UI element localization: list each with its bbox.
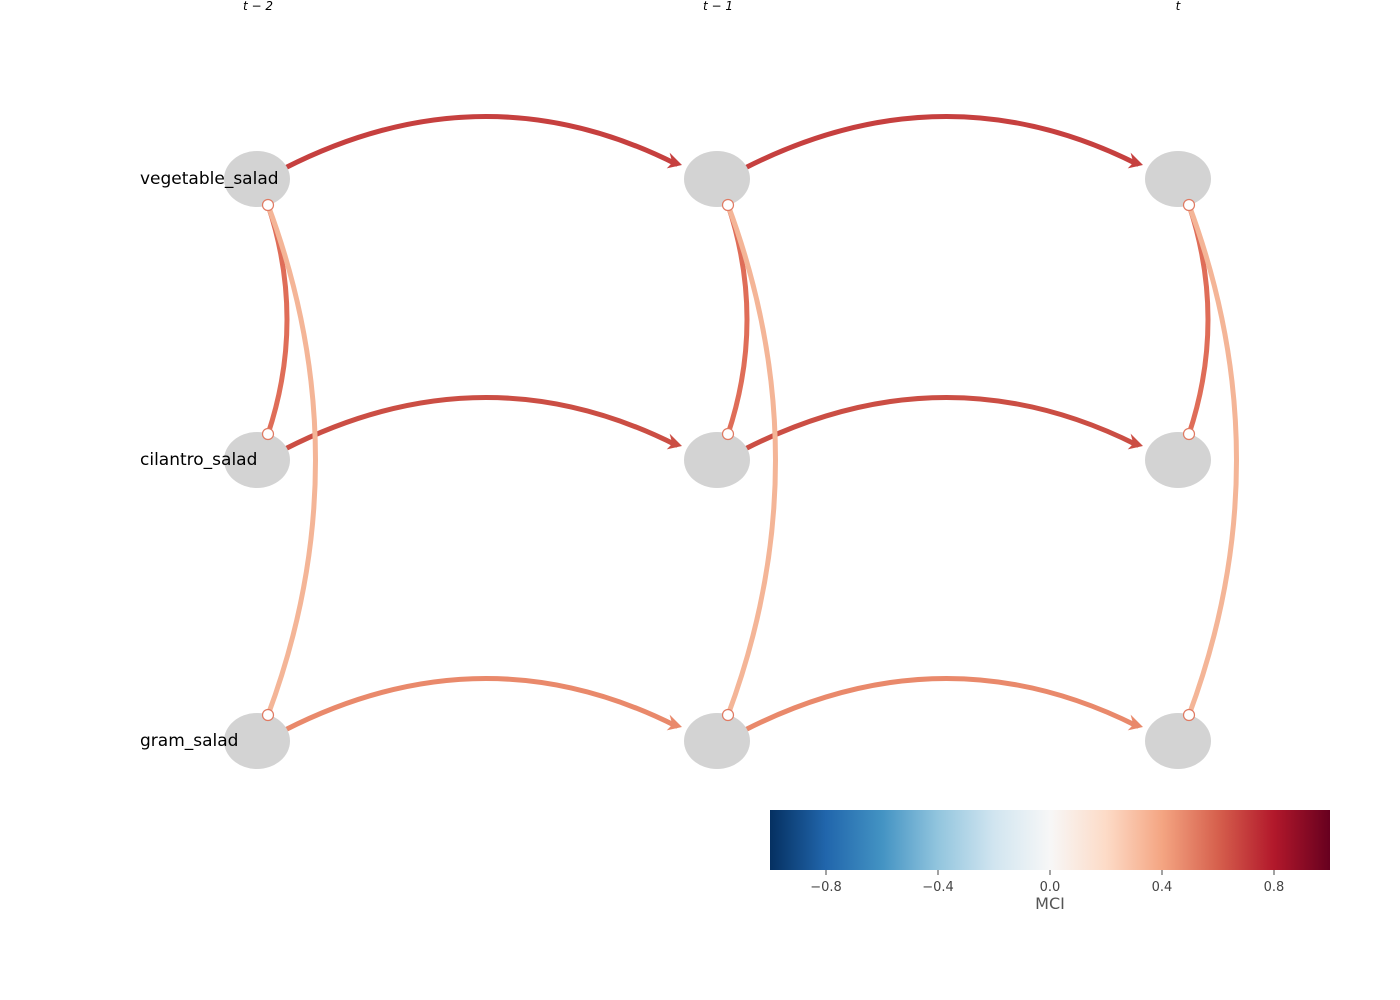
- edge-cilantro_salad-to-cilantro_salad-lag1: [742, 395, 1140, 452]
- edge-vegetable_salad-to-gram_salad-contemporaneous: [725, 202, 778, 718]
- colorbar-tick-label: 0.4: [1152, 880, 1173, 895]
- time-labels: t − 2 t − 1 t: [243, 0, 1182, 13]
- link-endpoint-marker: [721, 427, 735, 441]
- label-vegetable-salad: vegetable_salad: [140, 169, 279, 189]
- edge-vegetable_salad-to-gram_salad-contemporaneous: [1186, 202, 1239, 718]
- time-label-t-minus-2: t − 2: [243, 0, 273, 13]
- edges: [265, 114, 1239, 733]
- link-endpoint-marker: [1182, 198, 1196, 212]
- edge-arrowhead: [1127, 152, 1143, 169]
- edge-gram_salad-to-gram_salad-lag1: [282, 676, 679, 733]
- link-endpoint-marker: [1182, 427, 1196, 441]
- node-gram_salad-t-minus-1: [684, 713, 750, 769]
- link-endpoint-marker: [1182, 708, 1196, 722]
- time-label-t-minus-1: t − 1: [703, 0, 733, 13]
- link-endpoint-marker: [261, 198, 275, 212]
- edge-arrowhead: [666, 152, 682, 169]
- node-vegetable_salad-t: [1145, 151, 1211, 207]
- colorbar-ticks: −0.8 −0.4 0.0 0.4 0.8: [810, 870, 1284, 895]
- node-cilantro_salad-t-minus-1: [684, 432, 750, 488]
- colorbar-tick-label: −0.8: [810, 880, 842, 895]
- edge-vegetable_salad-to-vegetable_salad-lag1: [742, 114, 1140, 171]
- link-endpoint-marker: [261, 427, 275, 441]
- time-label-t: t: [1176, 0, 1182, 13]
- link-endpoint-marker: [261, 708, 275, 722]
- edge-gram_salad-to-gram_salad-lag1: [742, 676, 1140, 733]
- edge-arrowhead: [1127, 714, 1143, 731]
- colorbar-tick-label: −0.4: [922, 880, 954, 895]
- edge-arrowhead: [666, 714, 682, 731]
- edge-cilantro_salad-to-cilantro_salad-lag1: [282, 395, 679, 452]
- link-endpoint-marker: [721, 708, 735, 722]
- colorbar-gradient: [770, 810, 1330, 870]
- variable-labels: vegetable_salad cilantro_salad gram_sala…: [140, 169, 279, 751]
- node-vegetable_salad-t-minus-1: [684, 151, 750, 207]
- node-gram_salad-t-minus-2: [224, 713, 290, 769]
- colorbar-tick-label: 0.0: [1040, 880, 1061, 895]
- node-vegetable_salad-t-minus-2: [224, 151, 290, 207]
- edge-vegetable_salad-to-gram_salad-contemporaneous: [265, 202, 318, 718]
- edge-arrowhead: [1127, 433, 1143, 450]
- node-cilantro_salad-t: [1145, 432, 1211, 488]
- colorbar-label: MCI: [1035, 894, 1065, 913]
- label-cilantro-salad: cilantro_salad: [140, 450, 257, 470]
- colorbar: −0.8 −0.4 0.0 0.4 0.8 MCI: [770, 810, 1330, 913]
- node-cilantro_salad-t-minus-2: [224, 432, 290, 488]
- label-gram-salad: gram_salad: [140, 731, 238, 751]
- node-gram_salad-t: [1145, 713, 1211, 769]
- link-markers: [261, 198, 1196, 722]
- link-endpoint-marker: [721, 198, 735, 212]
- nodes: [224, 151, 1211, 769]
- colorbar-tick-label: 0.8: [1264, 880, 1285, 895]
- edge-vegetable_salad-to-vegetable_salad-lag1: [282, 114, 679, 171]
- edge-arrowhead: [666, 433, 682, 450]
